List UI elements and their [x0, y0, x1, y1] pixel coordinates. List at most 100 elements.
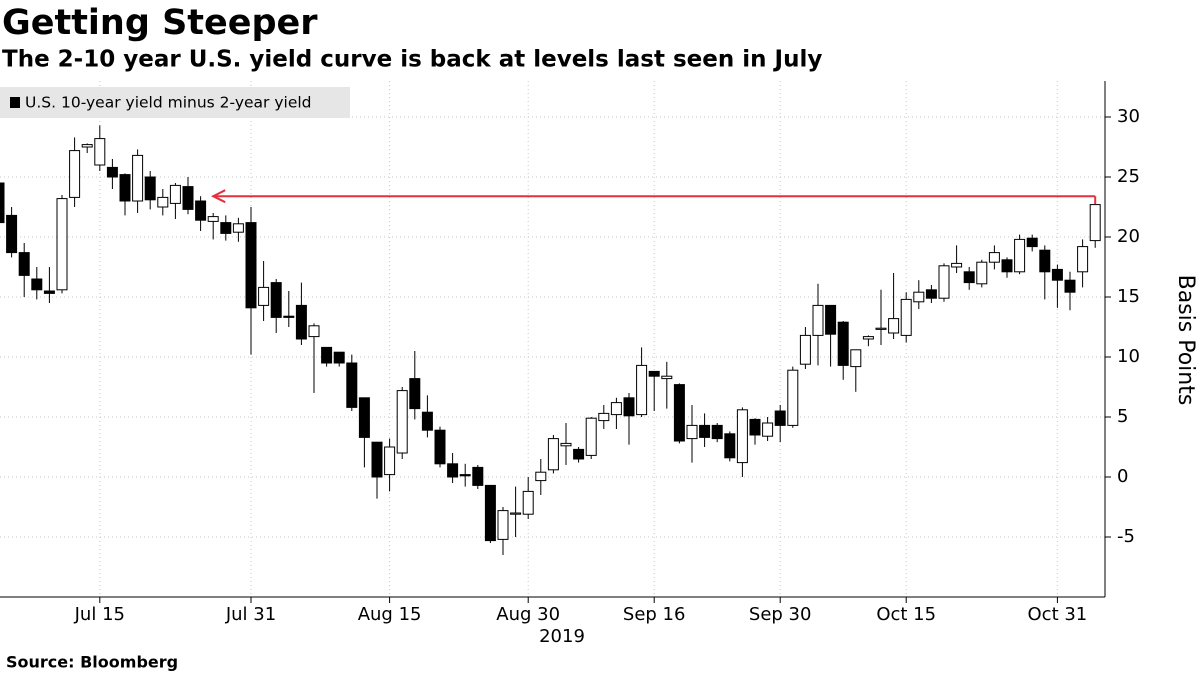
candle-body	[69, 150, 81, 198]
candle-body	[31, 278, 43, 291]
candle-body	[333, 351, 345, 364]
candle-body	[283, 315, 295, 318]
candle-body	[585, 417, 597, 456]
candle-body	[56, 198, 68, 291]
candle-body	[686, 424, 698, 440]
candle-body	[207, 216, 219, 222]
candle-body	[81, 144, 93, 148]
x-tick-label: Aug 15	[358, 604, 422, 625]
x-tick-label: Sep 30	[749, 604, 812, 625]
candle-body	[6, 214, 18, 254]
candle-body	[258, 286, 270, 306]
candle-body	[220, 222, 232, 234]
candle-body	[232, 223, 244, 233]
candle-body	[1014, 238, 1026, 273]
candle-body	[497, 510, 509, 540]
legend-swatch	[10, 97, 20, 108]
candle-body	[699, 424, 711, 438]
candle-body	[938, 265, 950, 299]
candle-body	[522, 490, 534, 515]
chart-title: Getting Steeper	[2, 3, 318, 43]
x-axis-label: 2019	[539, 626, 585, 647]
candle-body	[724, 433, 736, 459]
candle-body	[447, 463, 459, 478]
candle-body	[1064, 279, 1076, 293]
candle-body	[925, 289, 937, 299]
arrow-head	[210, 189, 226, 204]
candle-body	[510, 512, 522, 515]
candle-body	[106, 166, 118, 178]
candle-body	[976, 261, 988, 285]
candle-body	[1089, 204, 1101, 242]
candle-body	[144, 176, 156, 201]
candle-body	[245, 222, 257, 309]
candle-body	[661, 375, 673, 380]
candle-body	[837, 321, 849, 366]
candle-body	[1039, 249, 1051, 273]
candle-body	[573, 448, 585, 460]
candle-body	[119, 174, 131, 202]
candle-body	[484, 484, 496, 542]
candle-body	[18, 252, 30, 276]
candle-body	[295, 304, 307, 340]
y-tick-label: 0	[1117, 466, 1128, 487]
candle-body	[358, 397, 370, 438]
y-tick-label: 10	[1117, 346, 1140, 367]
x-tick-label: Sep 16	[623, 604, 686, 625]
x-tick-label: Jul 31	[225, 604, 276, 625]
candle-body	[371, 441, 383, 478]
candle-body	[421, 411, 433, 431]
candle-body	[535, 471, 547, 482]
x-tick-label: Oct 31	[1028, 604, 1088, 625]
candle-body	[749, 418, 761, 436]
candle-body	[384, 446, 396, 476]
candle-body	[913, 291, 925, 303]
chart-subtitle: The 2-10 year U.S. yield curve is back a…	[2, 47, 822, 73]
candle-body	[472, 466, 484, 486]
candle-body	[951, 262, 963, 268]
y-tick-label: 30	[1117, 106, 1140, 127]
x-tick-label: Oct 15	[876, 604, 936, 625]
candle-body	[623, 397, 635, 417]
candle-body	[169, 184, 181, 204]
y-tick-label: 25	[1117, 166, 1140, 187]
y-tick-label: 5	[1117, 406, 1128, 427]
candle-body	[812, 304, 824, 336]
candle-body	[963, 271, 975, 284]
candle-body	[1026, 237, 1038, 248]
candle-body	[434, 429, 446, 465]
candle-body	[1051, 268, 1063, 281]
candle-body	[195, 200, 207, 221]
candle-body	[787, 369, 799, 426]
candle-body	[888, 318, 900, 334]
candle-body	[560, 442, 572, 447]
candle-body	[396, 390, 408, 454]
legend-box	[0, 87, 350, 118]
y-tick-label: 15	[1117, 286, 1140, 307]
candle-body	[636, 364, 648, 416]
candle-body	[598, 412, 610, 422]
legend: U.S. 10-year yield minus 2-year yield	[0, 87, 350, 118]
legend-label: U.S. 10-year yield minus 2-year yield	[25, 94, 312, 112]
y-tick-label: 20	[1117, 226, 1140, 247]
candle-body	[610, 402, 622, 416]
candle-body	[43, 290, 55, 294]
candle-body	[673, 384, 685, 442]
candle-body	[900, 298, 912, 336]
candle-body	[0, 182, 5, 224]
candle-body	[762, 422, 774, 437]
candle-body	[346, 362, 358, 408]
candle-body	[875, 327, 887, 330]
candle-body	[988, 252, 1000, 263]
candle-body	[1001, 259, 1013, 273]
candle-body	[1077, 246, 1089, 273]
candle-body	[94, 138, 106, 166]
candle-body	[799, 334, 811, 365]
y-tick-label: -5	[1117, 526, 1135, 547]
source: Source: Bloomberg	[6, 653, 178, 672]
candle-body	[132, 154, 144, 202]
candle-body	[157, 196, 169, 208]
candle-body	[270, 282, 282, 318]
candle-body	[459, 474, 471, 477]
